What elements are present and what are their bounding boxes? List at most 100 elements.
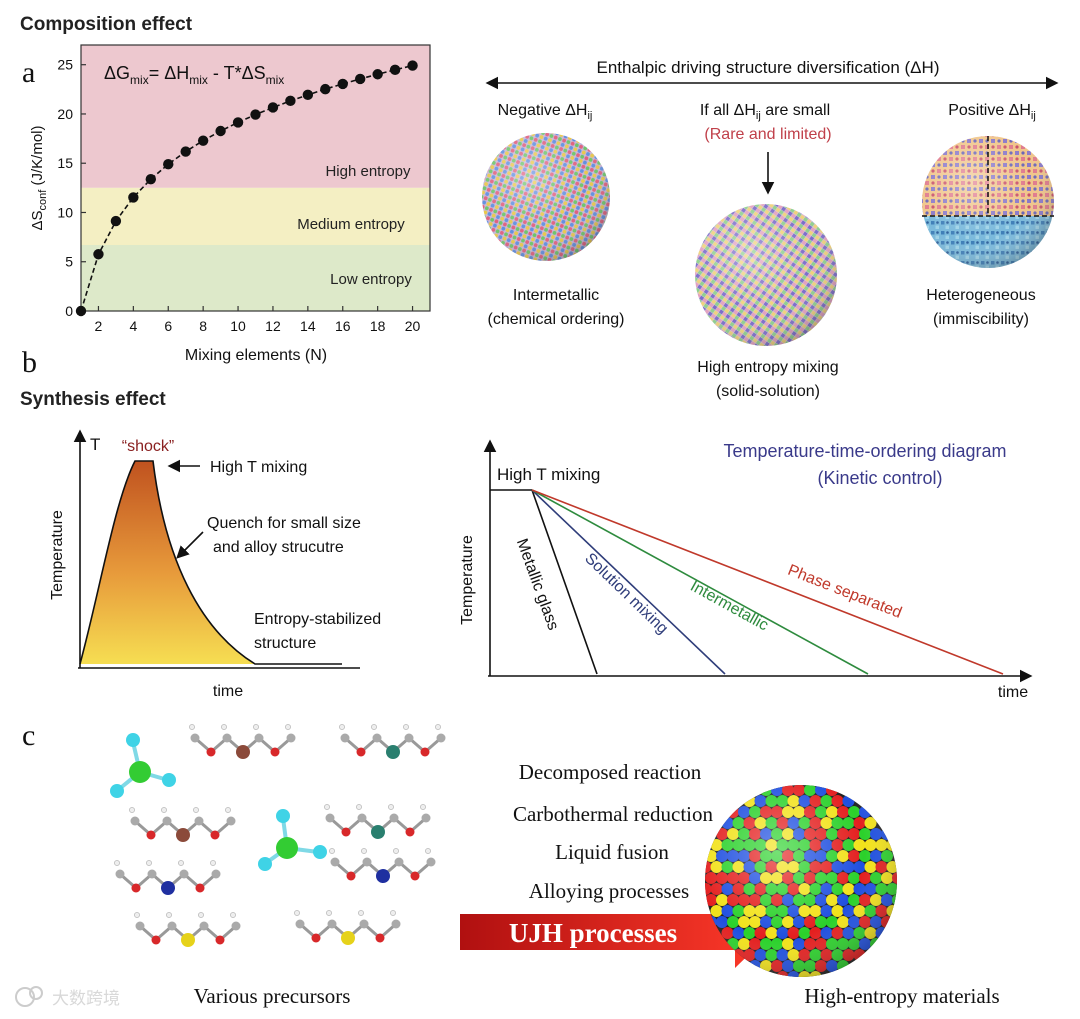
het-caption-2: (immiscibility) [933, 311, 1029, 328]
precursor-molecule [129, 807, 236, 842]
data-point [250, 109, 261, 120]
positive-dh-label: Positive ΔHij [948, 102, 1036, 122]
label-solution-mixing: Solution mixing [581, 550, 671, 638]
band-label-medium: Medium entropy [297, 216, 405, 233]
process-steps: Decomposed reaction Carbothermal reducti… [460, 760, 772, 968]
precursor-molecule [324, 804, 431, 839]
ttt-diagram: High T mixing Temperature-time-ordering … [459, 439, 1033, 701]
x-tick-label: 2 [95, 318, 103, 334]
precursor-molecule [134, 912, 241, 947]
ttt-x-label: time [998, 684, 1028, 701]
shock-t-label: T [90, 435, 100, 454]
product-caption: High-entropy materials [804, 984, 999, 1008]
ttt-y-label: Temperature [459, 535, 476, 625]
hem-caption-2: (solid-solution) [716, 383, 820, 400]
data-point [110, 215, 122, 227]
plot-frame [80, 44, 431, 312]
molecule-green-2 [258, 809, 327, 871]
y-tick-label: 15 [57, 155, 73, 171]
hem-caption-1: High entropy mixing [697, 359, 838, 376]
ujh-label: UJH processes [509, 918, 677, 948]
data-point [302, 89, 314, 101]
intermetallic-sphere [482, 133, 610, 261]
band-medium [81, 187, 430, 245]
x-axis-label: Mixing elements (N) [185, 347, 327, 364]
data-point [355, 73, 366, 85]
section-c-letter: c [22, 719, 35, 752]
intermetallic-caption-2: (chemical ordering) [488, 311, 625, 328]
het-caption-1: Heterogeneous [926, 287, 1035, 304]
data-point [389, 64, 401, 76]
data-point [215, 125, 226, 137]
y-tick-label: 5 [65, 254, 73, 270]
line-metallic-glass [531, 489, 598, 675]
data-point [75, 305, 87, 317]
section-a-letter: a [22, 56, 35, 89]
negative-dh-label: Negative ΔHij [498, 102, 593, 122]
data-point [197, 135, 209, 146]
data-point [163, 159, 174, 170]
line-intermetallic [531, 489, 869, 675]
y-ticks: 0 5 10 15 20 25 [57, 57, 86, 319]
data-point [407, 60, 418, 71]
precursor-molecule [189, 724, 296, 759]
quench-label-1: Quench for small size [207, 515, 361, 532]
solid-solution-sphere [695, 204, 837, 346]
band-low [81, 244, 430, 311]
x-tick-label: 6 [164, 318, 172, 334]
enthalpy-header: Enthalpic driving structure diversificat… [597, 58, 940, 77]
quench-label-2: and alloy strucutre [213, 539, 344, 556]
y-tick-label: 10 [57, 204, 73, 220]
watermark: 大数跨境 [15, 986, 120, 1008]
ttt-high-t-label: High T mixing [497, 465, 600, 484]
equation: ΔGmix= ΔHmix - T*ΔSmix [104, 63, 284, 87]
section-a-title: Composition effect [20, 14, 193, 35]
data-point [93, 249, 104, 260]
precursor-molecule [294, 910, 401, 945]
small-dh-label: If all ΔHij are small [700, 102, 830, 122]
shock-x-label: time [213, 683, 243, 700]
shock-y-label: Temperature [49, 510, 66, 600]
data-point [337, 78, 348, 90]
data-point [232, 117, 244, 128]
y-tick-label: 0 [65, 303, 73, 319]
ttt-title-2: (Kinetic control) [817, 468, 942, 488]
molecule-green-1 [110, 733, 176, 798]
shock-high-t-label: High T mixing [210, 459, 307, 476]
x-tick-label: 14 [300, 318, 316, 334]
shock-profile [80, 461, 255, 664]
ujh-arrow [460, 896, 772, 968]
quench-arrow [176, 531, 204, 559]
high-entropy-nanoparticle [705, 785, 897, 977]
step-carbothermal: Carbothermal reduction [513, 802, 714, 826]
ttt-title-1: Temperature-time-ordering diagram [723, 441, 1006, 461]
entropy-stabilized-1: Entropy-stabilized [254, 611, 381, 628]
x-tick-label: 16 [335, 318, 351, 334]
data-point [285, 95, 296, 107]
line-solution-mixing [531, 489, 726, 675]
entropy-points [75, 60, 418, 317]
precursor-molecules [110, 724, 446, 947]
shock-outline [79, 460, 342, 665]
enthalpy-panel: Enthalpic driving structure diversificat… [482, 58, 1059, 400]
data-point [320, 83, 331, 95]
band-label-high: High entropy [325, 163, 411, 180]
line-phase-separated [531, 489, 1004, 675]
rare-limited-label: (Rare and limited) [704, 126, 831, 143]
data-point [145, 173, 156, 185]
section-b-title: Synthesis effect [20, 389, 166, 410]
watermark-text: 大数跨境 [52, 989, 120, 1008]
x-tick-label: 4 [129, 318, 137, 334]
precursor-molecule [329, 848, 436, 883]
y-tick-label: 25 [57, 57, 73, 73]
data-point [267, 102, 279, 113]
shock-diagram: T “shock” High T mixing Quench for small… [49, 429, 381, 700]
precursor-molecule [114, 860, 221, 895]
entropy-stabilized-2: structure [254, 635, 316, 652]
precursors-caption: Various precursors [194, 984, 351, 1008]
step-liquid-fusion: Liquid fusion [555, 840, 669, 864]
x-tick-label: 8 [199, 318, 207, 334]
step-decomposed: Decomposed reaction [519, 760, 702, 784]
x-ticks: 2 4 6 8 10 12 14 16 18 20 [95, 306, 421, 334]
